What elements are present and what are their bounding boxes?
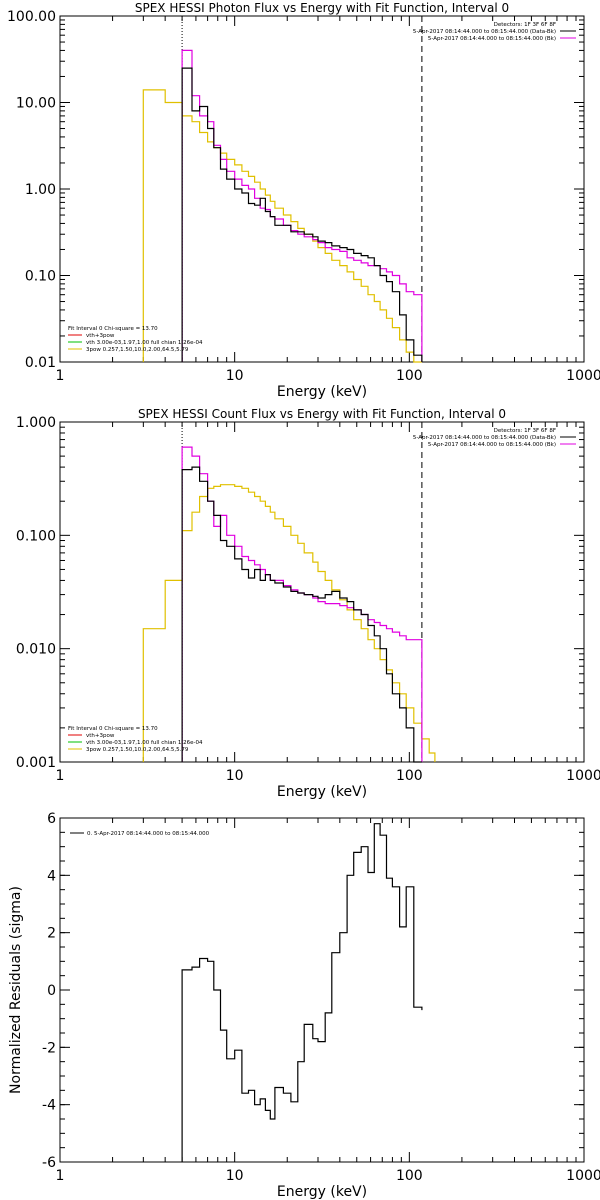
chart1-y-tick-label: 0.010: [16, 642, 56, 658]
chart0-x-tick-label: 1: [56, 368, 65, 384]
chart2-x-axis-label: Energy (keV): [277, 1184, 367, 1200]
chart1-x-tick-label: 10: [226, 768, 244, 784]
chart2-y-tick-label: 2: [47, 926, 56, 942]
chart2-x-tick-label: 1000: [566, 1168, 600, 1184]
chart2-x-tick-label: 100: [396, 1168, 423, 1184]
chart1-legend-bottom-entry: vth 3.00e-03,1.97,1.00 full chian 1.26e-…: [86, 740, 203, 746]
chart1-legend-top-entry: 5-Apr-2017 08:14:44.000 to 08:15:44.000 …: [428, 442, 556, 448]
chart2-y-tick-label: 4: [47, 868, 56, 884]
chart1-y-tick-label: 0.001: [16, 755, 56, 771]
chart1-legend-bottom-entry: vth+3pow: [86, 733, 115, 739]
chart1-x-axis-label: Energy (keV): [277, 784, 367, 800]
chart1-title: SPEX HESSI Count Flux vs Energy with Fit…: [138, 407, 506, 421]
chart0-y-tick-label: 100.00: [7, 9, 56, 25]
chart2-series-0-step-line: [181, 823, 423, 1162]
chart0-series-1-step-line: [181, 49, 423, 362]
count-flux-chart: SPEX HESSI Count Flux vs Energy with Fit…: [16, 407, 600, 800]
chart1-series-1-step-line: [181, 446, 423, 762]
chart1-x-tick-label: 100: [396, 768, 423, 784]
chart2-x-tick-label: 1: [56, 1168, 65, 1184]
chart0-legend-bottom-entry: vth+3pow: [86, 333, 115, 339]
chart0-legend-bottom-entry: vth 3.00e-03,1.97,1.00 full chian 1.26e-…: [86, 340, 203, 346]
chart1-legend-top-entry: Detectors: 1F 3F 6F 8F: [494, 428, 556, 434]
chart2-x-tick-label: 10: [226, 1168, 244, 1184]
chart0-y-tick-label: 0.10: [25, 269, 56, 285]
chart0-x-tick-label: 10: [226, 368, 244, 384]
chart0-legend-bottom-entry: Fit Interval 0 Chi-square = 13.70: [68, 326, 158, 332]
chart0-series-0-step-line: [181, 67, 423, 362]
chart0-x-tick-label: 1000: [566, 368, 600, 384]
chart0-plot-frame: [59, 15, 585, 363]
chart1-y-tick-label: 1.000: [16, 415, 56, 431]
chart0-legend-top-entry: 5-Apr-2017 08:14:44.000 to 08:15:44.000 …: [413, 29, 556, 35]
chart1-series-2-step-line: [142, 484, 436, 762]
chart1-legend-top-entry: 5-Apr-2017 08:14:44.000 to 08:15:44.000 …: [413, 435, 556, 441]
chart0-y-tick-label: 0.01: [25, 355, 56, 371]
chart2-y-tick-label: 6: [47, 811, 56, 827]
chart2-legend-entry: 0. 5-Apr-2017 08:14:44.000 to 08:15:44.0…: [87, 831, 210, 837]
chart0-legend-top-entry: 5-Apr-2017 08:14:44.000 to 08:15:44.000 …: [428, 36, 556, 42]
photon-flux-chart: SPEX HESSI Photon Flux vs Energy with Fi…: [7, 1, 600, 400]
chart0-y-tick-label: 10.00: [16, 96, 56, 112]
chart0-x-axis-label: Energy (keV): [277, 384, 367, 400]
chart1-plot-frame: [59, 421, 585, 763]
chart2-plot-frame: [59, 817, 585, 1163]
chart1-series-0-step-line: [181, 466, 422, 763]
chart2-y-tick-label: 0: [47, 983, 56, 999]
chart0-legend-top-entry: Detectors: 1F 3F 6F 8F: [494, 22, 556, 28]
chart1-legend-bottom-entry: Fit Interval 0 Chi-square = 13.70: [68, 726, 158, 732]
chart0-y-tick-label: 1.00: [25, 182, 56, 198]
chart0-legend-bottom-entry: 3pow 0.257,1.50,10.0,2.00,64.5,5.79: [86, 347, 189, 353]
chart0-title: SPEX HESSI Photon Flux vs Energy with Fi…: [135, 1, 509, 15]
chart0-series-2-step-line: [142, 89, 422, 363]
chart1-y-tick-label: 0.100: [16, 528, 56, 544]
chart1-x-tick-label: 1000: [566, 768, 600, 784]
residuals-chart: Energy (keV) Normalized Residuals (sigma)…: [8, 811, 600, 1200]
chart2-y-tick-label: -6: [42, 1155, 56, 1171]
chart2-y-tick-label: -4: [42, 1098, 56, 1114]
chart0-x-tick-label: 100: [396, 368, 423, 384]
chart2-y-tick-label: -2: [42, 1040, 56, 1056]
chart1-x-tick-label: 1: [56, 768, 65, 784]
chart1-legend-bottom-entry: 3pow 0.257,1.50,10.0,2.00,64.5,5.79: [86, 747, 189, 753]
chart2-y-axis-label: Normalized Residuals (sigma): [8, 886, 24, 1094]
